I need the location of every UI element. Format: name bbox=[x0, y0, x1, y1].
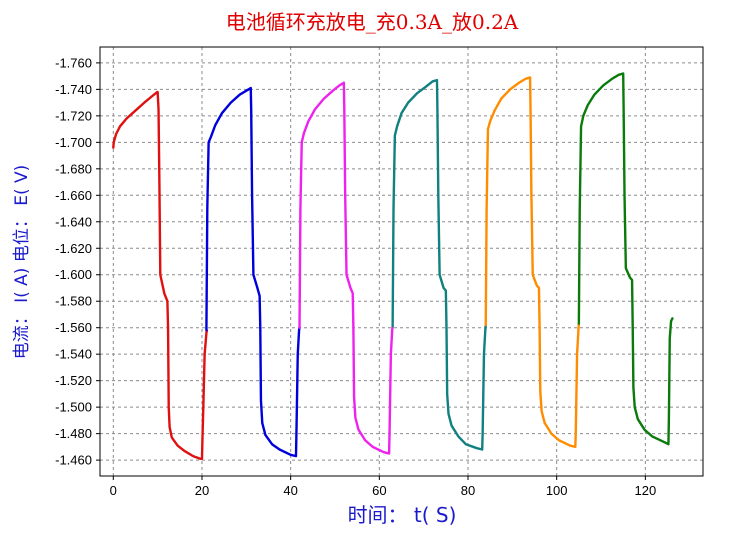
y-tick-label: -1.660 bbox=[55, 188, 92, 203]
x-axis: 0 20 40 60 80 100 120 bbox=[110, 476, 657, 498]
x-tick-label: 60 bbox=[372, 483, 386, 498]
y-axis: -1.760 -1.740 -1.720 -1.700 -1.680 -1.660 -1.6… bbox=[55, 55, 100, 468]
y-tick-label: -1.640 bbox=[55, 214, 92, 229]
y-axis-label: 电流： I( A) 电位： E( V) bbox=[12, 165, 32, 360]
y-tick-label: -1.620 bbox=[55, 241, 92, 256]
y-tick-label: -1.760 bbox=[55, 55, 92, 70]
series-line-cycle-4 bbox=[391, 78, 487, 451]
x-tick-label: 80 bbox=[461, 483, 475, 498]
y-tick-label: -1.700 bbox=[55, 135, 92, 150]
x-axis-label: 时间： t( S) bbox=[348, 503, 457, 527]
y-tick-label: -1.680 bbox=[55, 161, 92, 176]
y-tick-label: -1.560 bbox=[55, 320, 92, 335]
x-tick-label: 20 bbox=[195, 483, 209, 498]
y-tick-label: -1.480 bbox=[55, 426, 92, 441]
y-tick-label: -1.500 bbox=[55, 400, 92, 415]
series-line-cycle-6 bbox=[577, 72, 674, 446]
series-line-cycle-1 bbox=[112, 90, 209, 460]
series-layer bbox=[112, 72, 674, 460]
y-tick-label: -1.520 bbox=[55, 373, 92, 388]
x-tick-label: 0 bbox=[110, 483, 117, 498]
chart-title: 电池循环充放电_充0.3A_放0.2A bbox=[226, 10, 519, 34]
series-line-cycle-5 bbox=[484, 76, 581, 449]
series-line-cycle-2 bbox=[205, 86, 301, 458]
y-tick-label: -1.600 bbox=[55, 267, 92, 282]
y-tick-label: -1.740 bbox=[55, 82, 92, 97]
y-tick-label: -1.460 bbox=[55, 453, 92, 468]
y-tick-label: -1.580 bbox=[55, 294, 92, 309]
x-tick-label: 120 bbox=[635, 483, 657, 498]
plot-frame bbox=[99, 46, 704, 477]
y-tick-label: -1.720 bbox=[55, 108, 92, 123]
series-line-cycle-3 bbox=[298, 81, 394, 455]
x-tick-label: 100 bbox=[546, 483, 568, 498]
x-tick-label: 40 bbox=[283, 483, 297, 498]
y-tick-label: -1.540 bbox=[55, 347, 92, 362]
